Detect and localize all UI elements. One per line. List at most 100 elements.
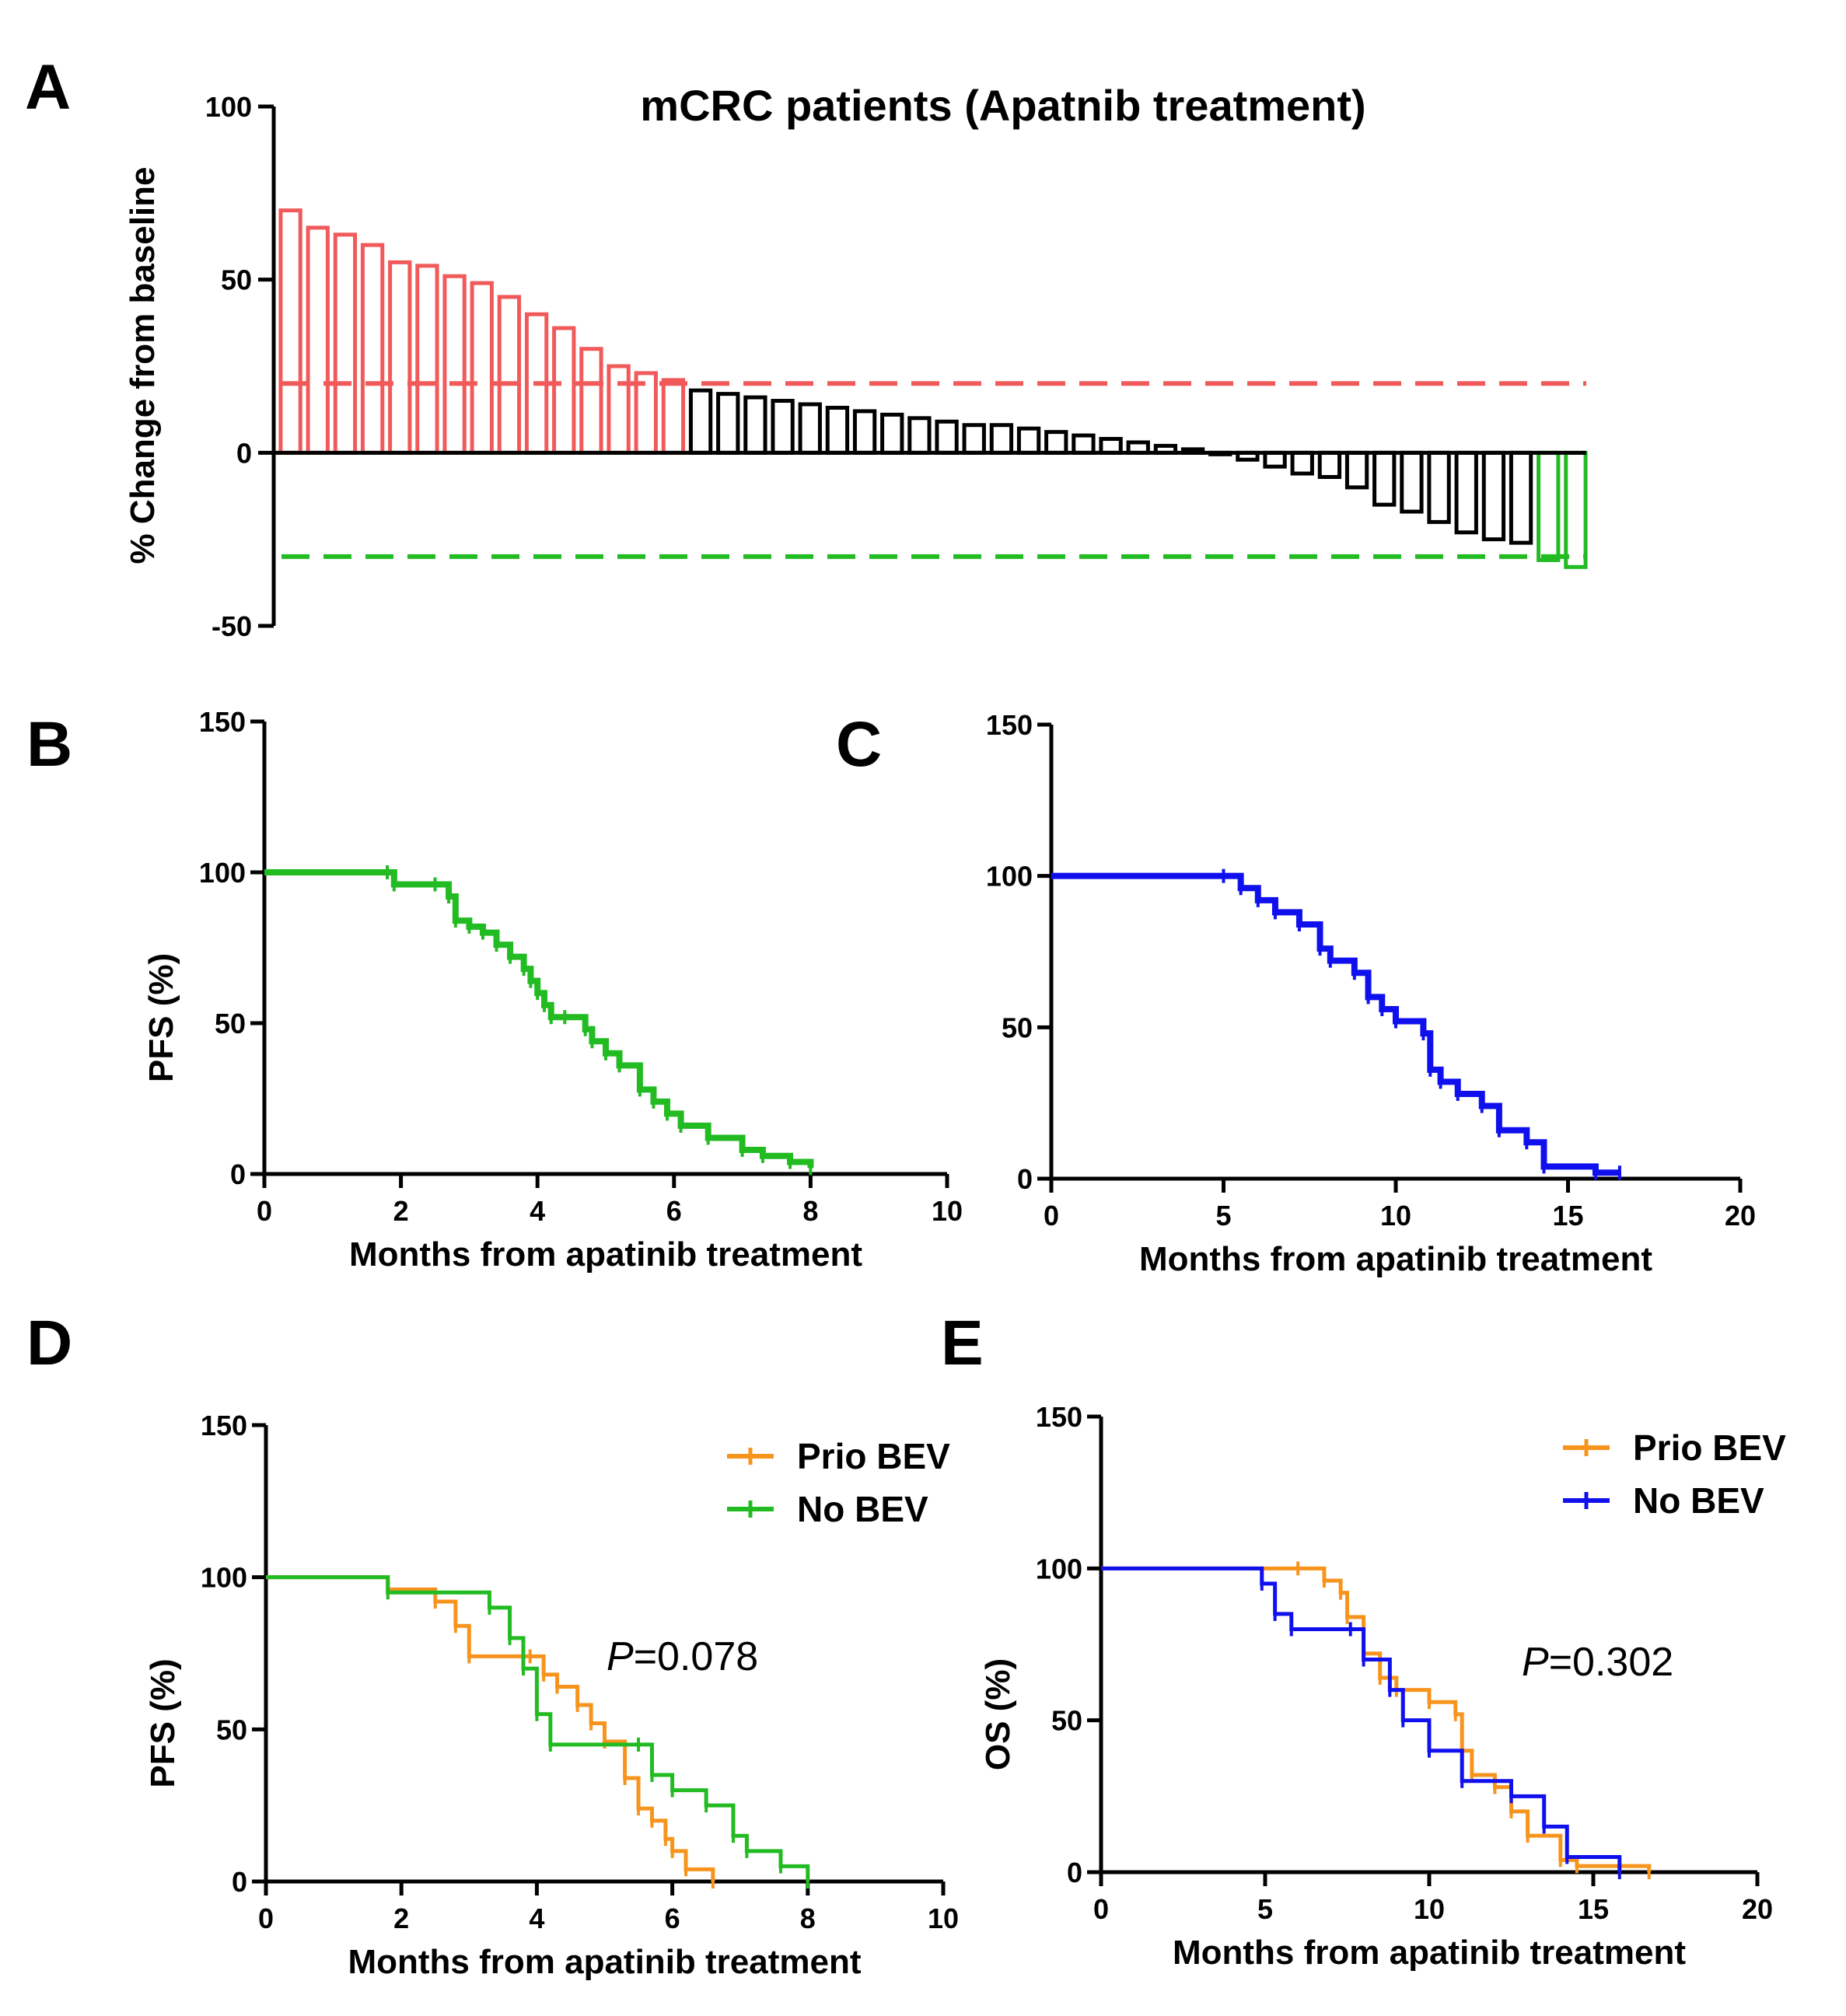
waterfall-bar (1072, 433, 1096, 455)
panel-label-D: D (26, 1308, 72, 1378)
waterfall-bar (880, 412, 904, 455)
y-tick-label: 100 (201, 1562, 247, 1594)
waterfall-bar (388, 260, 412, 455)
x-tick-label: 10 (928, 1902, 959, 1934)
y-tick-label: -50 (212, 610, 252, 642)
x-tick-label: 15 (1578, 1893, 1609, 1925)
waterfall-bar (1016, 426, 1041, 455)
waterfall-bar (1537, 450, 1561, 562)
y-tick-label: 150 (986, 709, 1033, 741)
p-value-symbol: P (607, 1634, 634, 1679)
y-tick-label: 50 (221, 264, 252, 296)
waterfall-bar (989, 423, 1014, 455)
y-tick-label: 50 (216, 1714, 247, 1745)
x-tick-label: 0 (257, 1195, 272, 1227)
x-tick-label: 5 (1215, 1200, 1231, 1232)
waterfall-bar (1481, 450, 1506, 542)
waterfall-bar (1372, 450, 1397, 507)
x-tick-label: 8 (802, 1195, 818, 1227)
legend-entry: Prio BEV (1633, 1427, 1786, 1468)
y-tick-label: 0 (236, 437, 252, 469)
y-tick-label: 150 (201, 1410, 247, 1441)
waterfall-bar (333, 232, 358, 455)
waterfall-bar (278, 208, 302, 455)
waterfall-bar (360, 243, 385, 455)
panel-label-C: C (836, 709, 882, 780)
x-tick-label: 4 (529, 1902, 544, 1934)
panel-label-A: A (25, 52, 71, 123)
x-tick-label: 20 (1742, 1893, 1773, 1925)
y-tick-label: 0 (232, 1866, 247, 1898)
x-axis-label: Months from apatinib treatment (1173, 1934, 1686, 1972)
survival-curve-pfs (264, 869, 814, 1169)
waterfall-bar (743, 395, 767, 455)
waterfall-bar (607, 364, 631, 455)
x-tick-label: 15 (1552, 1200, 1583, 1232)
y-axis-label: PFS (%) (144, 1658, 182, 1787)
waterfall-bar (1564, 450, 1588, 569)
waterfall-bar (470, 281, 494, 455)
survival-curve-prio-bev (266, 1575, 715, 1881)
y-tick-label: 50 (215, 1008, 246, 1039)
waterfall-bar (1290, 450, 1314, 476)
os-by-bev-chart: 0 50 100 150 0 5 10 15 20 Months from apatinib tr… (979, 1401, 1786, 1972)
y-tick-label: 0 (230, 1158, 246, 1190)
x-tick-label: 0 (1093, 1893, 1109, 1925)
waterfall-bar (1400, 450, 1424, 514)
y-tick-label: 0 (1067, 1857, 1082, 1888)
x-tick-label: 20 (1725, 1200, 1756, 1232)
waterfall-bar (962, 423, 986, 455)
pfs-curve-chart: 0 50 100 150 0 2 4 6 8 10 Months from apatinib tre… (142, 706, 963, 1274)
y-tick-label: 100 (1036, 1553, 1082, 1584)
x-tick-label: 6 (666, 1195, 682, 1227)
waterfall-bar (688, 388, 713, 455)
survival-curve-os (1051, 872, 1620, 1176)
waterfall-bar (579, 347, 603, 455)
p-value-symbol: P (1522, 1640, 1549, 1685)
waterfall-bar (907, 416, 932, 455)
y-axis-label: OS (%) (979, 1658, 1017, 1770)
x-axis-label: Months from apatinib treatment (1139, 1240, 1652, 1278)
x-tick-label: 5 (1257, 1893, 1273, 1925)
waterfall-bar (1263, 450, 1287, 469)
y-tick-label: 0 (1017, 1163, 1033, 1195)
waterfall-bar (825, 405, 850, 455)
y-tick-label: 50 (1051, 1705, 1082, 1737)
legend-entry: Prio BEV (797, 1436, 950, 1476)
os-curve-chart: 0 50 100 150 0 5 10 15 20 Months from apatinib tr… (986, 709, 1756, 1278)
waterfall-bar (552, 326, 576, 455)
waterfall-bar (1099, 437, 1123, 455)
p-value-number: =0.078 (634, 1634, 759, 1679)
panel-label-E: E (941, 1308, 984, 1378)
waterfall-bar (935, 419, 959, 455)
waterfall-bar (415, 264, 439, 455)
chart-title: mCRC patients (Apatnib treatment) (640, 81, 1365, 130)
pfs-by-bev-chart: 0 50 100 150 0 2 4 6 8 10 Months from apatinib tre… (144, 1410, 959, 1981)
x-tick-label: 10 (1380, 1200, 1411, 1232)
y-tick-label: 100 (199, 857, 246, 889)
x-axis-label: Months from apatinib treatment (349, 1235, 862, 1274)
waterfall-bar (852, 409, 877, 455)
x-tick-label: 10 (932, 1195, 963, 1227)
p-value-label: P=0.302 (1522, 1640, 1673, 1685)
y-tick-label: 100 (986, 861, 1033, 893)
waterfall-bar (442, 274, 467, 455)
waterfall-bar (661, 378, 686, 455)
waterfall-bar (1044, 430, 1068, 455)
y-tick-label: 50 (1002, 1011, 1033, 1043)
x-tick-label: 0 (1044, 1200, 1059, 1232)
waterfall-bar (1454, 450, 1478, 535)
waterfall-bar (771, 399, 795, 455)
x-tick-label: 10 (1414, 1893, 1445, 1925)
y-axis-label: % Change from baseline (124, 166, 162, 564)
legend-entry: No BEV (1633, 1480, 1764, 1521)
waterfall-bar (716, 392, 740, 455)
y-tick-label: 100 (205, 91, 252, 123)
panel-label-B: B (26, 709, 72, 780)
x-tick-label: 8 (800, 1902, 816, 1934)
waterfall-bar (1427, 450, 1451, 524)
x-tick-label: 0 (258, 1902, 274, 1934)
waterfall-bar (306, 225, 330, 455)
x-tick-label: 4 (530, 1195, 545, 1227)
